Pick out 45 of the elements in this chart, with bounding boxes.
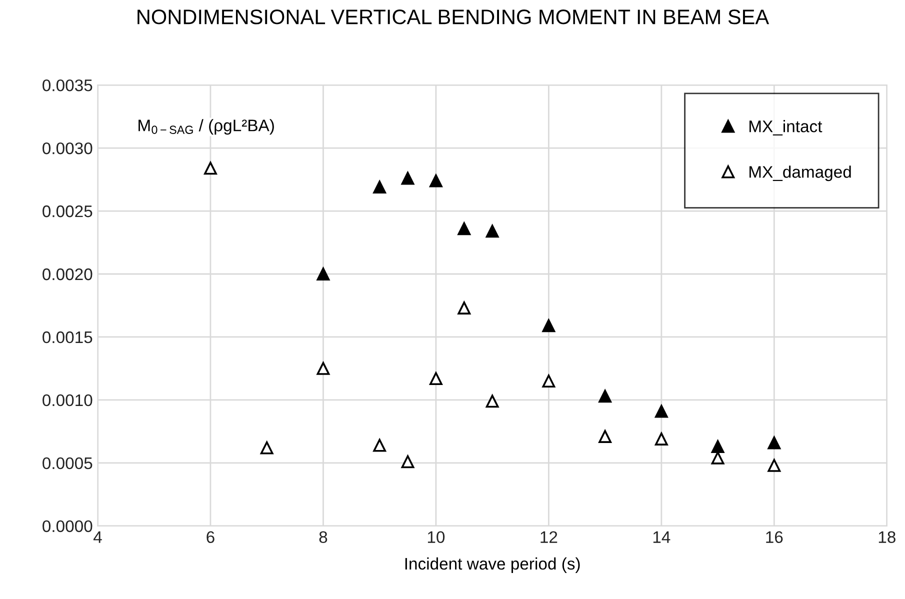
chart-title: NONDIMENSIONAL VERTICAL BENDING MOMENT IN BEAM SEA bbox=[138, 10, 770, 24]
point bbox=[373, 438, 386, 452]
y-tick-label: 0.0025 bbox=[42, 205, 92, 218]
point bbox=[486, 224, 499, 238]
point bbox=[768, 436, 781, 450]
x-tick-label: 14 bbox=[653, 531, 670, 543]
point bbox=[429, 372, 442, 386]
point bbox=[486, 394, 499, 408]
point bbox=[654, 404, 668, 418]
point bbox=[316, 268, 330, 280]
x-axis-title: Incident wave period (s) bbox=[405, 557, 580, 573]
x-tick-label: 18 bbox=[878, 531, 896, 544]
x-tick-label: 6 bbox=[206, 531, 214, 544]
y-tick-label: 0.0030 bbox=[42, 142, 92, 154]
x-tick-label: 8 bbox=[319, 531, 328, 544]
y-tick-label: 0.0015 bbox=[42, 331, 92, 344]
point bbox=[711, 451, 724, 464]
point bbox=[401, 455, 414, 468]
point bbox=[401, 172, 414, 185]
x-tick-label: 16 bbox=[766, 531, 783, 544]
x-tick-label: 10 bbox=[428, 531, 445, 544]
x-tick-label: 12 bbox=[540, 531, 558, 543]
point bbox=[429, 174, 442, 188]
point bbox=[654, 432, 668, 446]
point bbox=[316, 362, 330, 375]
point bbox=[260, 441, 274, 454]
legend-label: MX_damaged bbox=[750, 166, 851, 182]
y-tick-label: 0.0010 bbox=[42, 394, 92, 406]
y-axis-title: M$_{0−SAG}$ / (ρgL²BA) bbox=[138, 119, 274, 135]
y-tick-label: 0.0000 bbox=[42, 520, 92, 532]
y-tick-label: 0.0020 bbox=[42, 268, 92, 280]
point bbox=[542, 319, 556, 332]
point bbox=[373, 180, 386, 194]
legend-label: MX_intact bbox=[750, 120, 822, 136]
point bbox=[598, 430, 612, 443]
y-tick-label: 0.0005 bbox=[42, 457, 92, 470]
x-tick-label: 4 bbox=[93, 531, 102, 543]
point bbox=[768, 459, 781, 472]
point bbox=[542, 374, 556, 388]
y-tick-label: 0.0035 bbox=[42, 79, 92, 92]
point bbox=[598, 390, 612, 403]
point bbox=[458, 302, 471, 314]
point bbox=[711, 440, 724, 454]
point bbox=[458, 222, 471, 236]
point bbox=[204, 162, 217, 175]
